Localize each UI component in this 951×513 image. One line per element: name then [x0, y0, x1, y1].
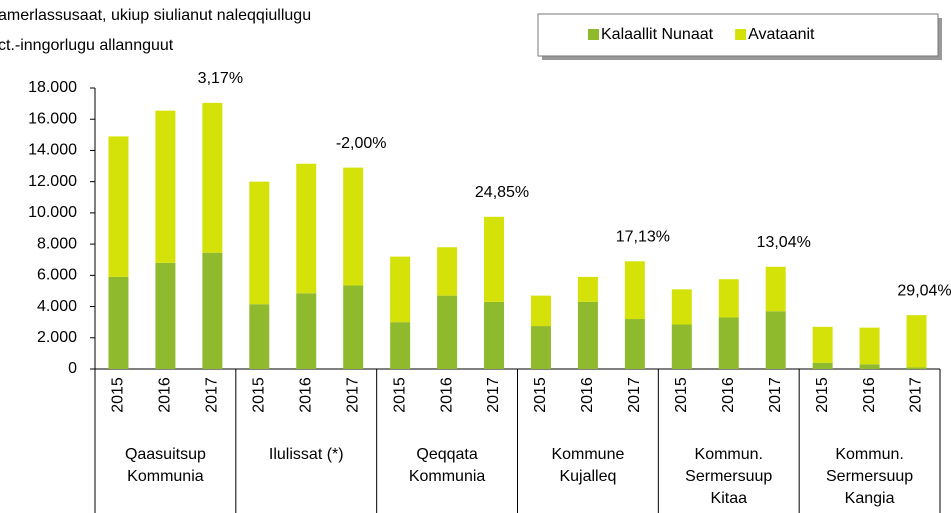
bar: [343, 285, 364, 369]
bar: [577, 276, 598, 302]
x-tick-label: 2016: [720, 377, 737, 413]
x-tick-label: 2017: [485, 377, 502, 413]
legend-label: Avataanit: [748, 26, 815, 43]
bar: [671, 324, 692, 369]
x-tick-label: 2015: [391, 377, 408, 413]
group-label: Sermersuup: [685, 468, 772, 485]
group-label: Kommune: [551, 446, 624, 463]
y-tick-label: 16.000: [28, 110, 77, 127]
bar: [812, 362, 833, 369]
y-tick-label: 6.000: [37, 267, 77, 284]
bar: [249, 181, 270, 305]
x-tick-label: 2016: [861, 377, 878, 413]
bar: [484, 301, 505, 369]
x-tick-label: 2015: [110, 377, 127, 413]
group-label: Kitaa: [711, 490, 748, 507]
annotation: 13,04%: [757, 234, 811, 251]
bar: [296, 293, 317, 369]
group-label: Sermersuup: [826, 468, 913, 485]
y-tick-label: 10.000: [28, 204, 77, 221]
legend-swatch: [588, 29, 599, 40]
annotation: 29,04%: [897, 282, 951, 299]
group-label: Ilulissat (*): [269, 446, 344, 463]
x-tick-label: 2016: [438, 377, 455, 413]
bar: [577, 301, 598, 369]
bar: [343, 167, 364, 286]
legend-label: Kalaallit Nunaat: [601, 26, 714, 43]
group-label: Qaasuitsup: [125, 446, 206, 463]
bar: [765, 311, 786, 369]
bar: [296, 163, 317, 294]
x-tick-label: 2017: [344, 377, 361, 413]
chart-title: ct.-inngorlugu allannguut: [0, 37, 174, 54]
bar: [155, 262, 176, 369]
y-tick-label: 4.000: [37, 298, 77, 315]
bar: [390, 256, 411, 323]
bar: [437, 295, 458, 369]
chart-title: amerlassusaat, ukiup siulianut naleqqiul…: [0, 7, 311, 24]
y-tick-label: 2.000: [37, 329, 77, 346]
x-tick-label: 2017: [908, 377, 925, 413]
annotation: 3,17%: [198, 70, 243, 87]
group-label: Kommunia: [409, 468, 486, 485]
bar: [718, 279, 739, 318]
group-label: Kommun.: [835, 446, 903, 463]
x-tick-label: 2016: [157, 377, 174, 413]
y-tick-label: 0: [68, 360, 77, 377]
bar: [390, 322, 411, 369]
bar: [155, 110, 176, 263]
y-tick-label: 8.000: [37, 235, 77, 252]
bar: [202, 102, 223, 253]
group-label: Kommunia: [127, 468, 204, 485]
bar: [530, 295, 551, 327]
bar: [624, 261, 645, 320]
y-tick-label: 18.000: [28, 79, 77, 96]
bar: [859, 327, 880, 365]
legend-swatch: [735, 29, 747, 40]
bar: [718, 317, 739, 369]
group-label: Qeqqata: [416, 446, 477, 463]
annotation: 24,85%: [475, 184, 529, 201]
x-tick-label: 2015: [532, 377, 549, 413]
bar: [624, 319, 645, 369]
bar: [906, 315, 927, 368]
bar: [484, 216, 505, 302]
group-label: Kangia: [845, 490, 895, 507]
x-tick-label: 2017: [626, 377, 643, 413]
y-tick-label: 12.000: [28, 173, 77, 190]
bar: [765, 266, 786, 312]
group-label: Kommun.: [695, 446, 763, 463]
x-tick-label: 2015: [251, 377, 268, 413]
bar: [108, 136, 129, 277]
x-tick-label: 2016: [579, 377, 596, 413]
bar: [437, 247, 458, 296]
x-tick-label: 2015: [814, 377, 831, 413]
bar: [906, 367, 927, 369]
group-label: Kujalleq: [559, 468, 616, 485]
bar: [859, 364, 880, 369]
x-tick-label: 2017: [204, 377, 221, 413]
x-tick-label: 2015: [673, 377, 690, 413]
bar: [671, 289, 692, 325]
bar: [108, 276, 129, 369]
bar: [249, 304, 270, 369]
y-tick-label: 14.000: [28, 142, 77, 159]
bar: [202, 252, 223, 369]
annotation: 17,13%: [616, 229, 670, 246]
x-tick-label: 2017: [767, 377, 784, 413]
annotation: -2,00%: [336, 135, 387, 152]
bar: [530, 326, 551, 369]
x-tick-label: 2016: [297, 377, 314, 413]
bar: [812, 326, 833, 363]
